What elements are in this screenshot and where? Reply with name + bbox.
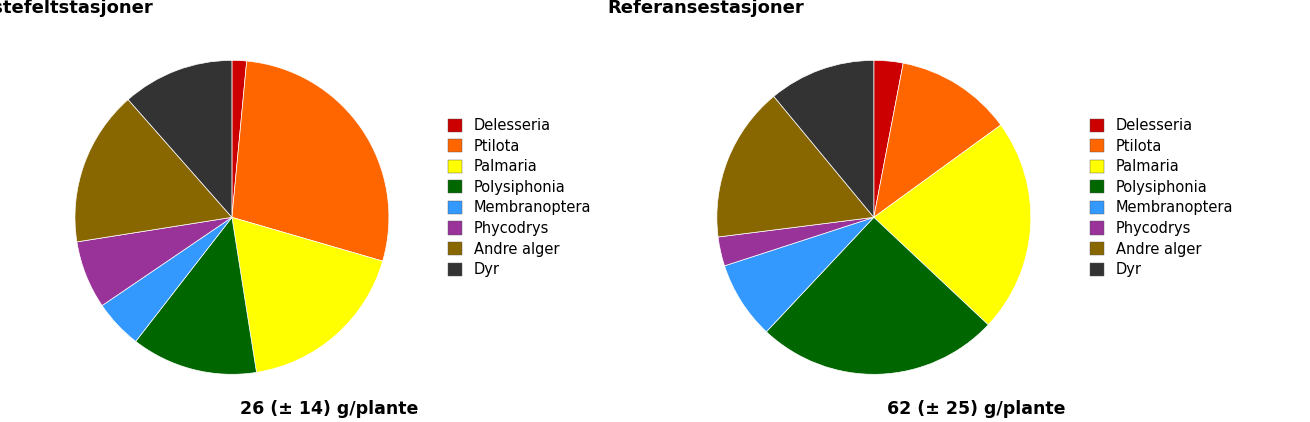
- Text: 62 (± 25) g/plante: 62 (± 25) g/plante: [887, 400, 1065, 418]
- Wedge shape: [874, 125, 1031, 325]
- Text: Referansestasjoner: Referansestasjoner: [607, 0, 804, 17]
- Wedge shape: [717, 96, 874, 237]
- Wedge shape: [718, 217, 874, 266]
- Wedge shape: [766, 217, 988, 374]
- Wedge shape: [128, 60, 232, 217]
- Wedge shape: [874, 60, 904, 217]
- Wedge shape: [136, 217, 257, 374]
- Wedge shape: [102, 217, 232, 341]
- Legend: Delesseria, Ptilota, Palmaria, Polysiphonia, Membranoptera, Phycodrys, Andre alg: Delesseria, Ptilota, Palmaria, Polysipho…: [448, 118, 592, 277]
- Text: 26 (± 14) g/plante: 26 (± 14) g/plante: [240, 400, 418, 418]
- Wedge shape: [232, 60, 246, 217]
- Legend: Delesseria, Ptilota, Palmaria, Polysiphonia, Membranoptera, Phycodrys, Andre alg: Delesseria, Ptilota, Palmaria, Polysipho…: [1090, 118, 1234, 277]
- Text: Høstefeltstasjoner: Høstefeltstasjoner: [0, 0, 153, 17]
- Wedge shape: [232, 217, 383, 372]
- Wedge shape: [75, 100, 232, 242]
- Wedge shape: [77, 217, 232, 306]
- Wedge shape: [232, 61, 389, 261]
- Wedge shape: [724, 217, 874, 332]
- Wedge shape: [774, 60, 874, 217]
- Wedge shape: [874, 63, 1001, 217]
